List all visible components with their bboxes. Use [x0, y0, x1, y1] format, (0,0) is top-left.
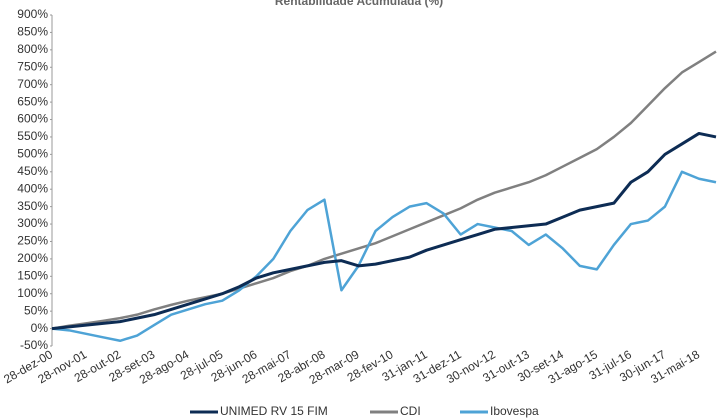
y-tick-label: 800% [17, 42, 48, 56]
legend-label: UNIMED RV 15 FIM [220, 404, 328, 418]
chart-title: Rentabilidade Acumulada (%) [275, 0, 443, 8]
y-tick-label: 150% [17, 268, 48, 282]
y-tick-label: 400% [17, 181, 48, 195]
y-tick-label: 750% [17, 59, 48, 73]
y-tick-label: 600% [17, 112, 48, 126]
y-tick-label: 550% [17, 129, 48, 143]
y-tick-label: 200% [17, 251, 48, 265]
y-tick-label: -50% [20, 338, 48, 352]
y-tick-label: 0% [31, 321, 49, 335]
y-tick-label: 850% [17, 25, 48, 39]
y-tick-label: 500% [17, 147, 48, 161]
y-tick-label: 100% [17, 286, 48, 300]
series-line [51, 170, 717, 343]
y-tick-label: 250% [17, 234, 48, 248]
legend-label: Ibovespa [490, 404, 539, 418]
y-tick-label: 700% [17, 77, 48, 91]
y-tick-label: 650% [17, 94, 48, 108]
y-tick-label: 50% [24, 303, 48, 317]
series-line [51, 50, 717, 330]
y-tick-label: 300% [17, 216, 48, 230]
y-tick-label: 450% [17, 164, 48, 178]
legend-label: CDI [400, 404, 421, 418]
y-tick-label: 350% [17, 199, 48, 213]
series-line [51, 131, 717, 331]
y-tick-label: 900% [17, 7, 48, 21]
